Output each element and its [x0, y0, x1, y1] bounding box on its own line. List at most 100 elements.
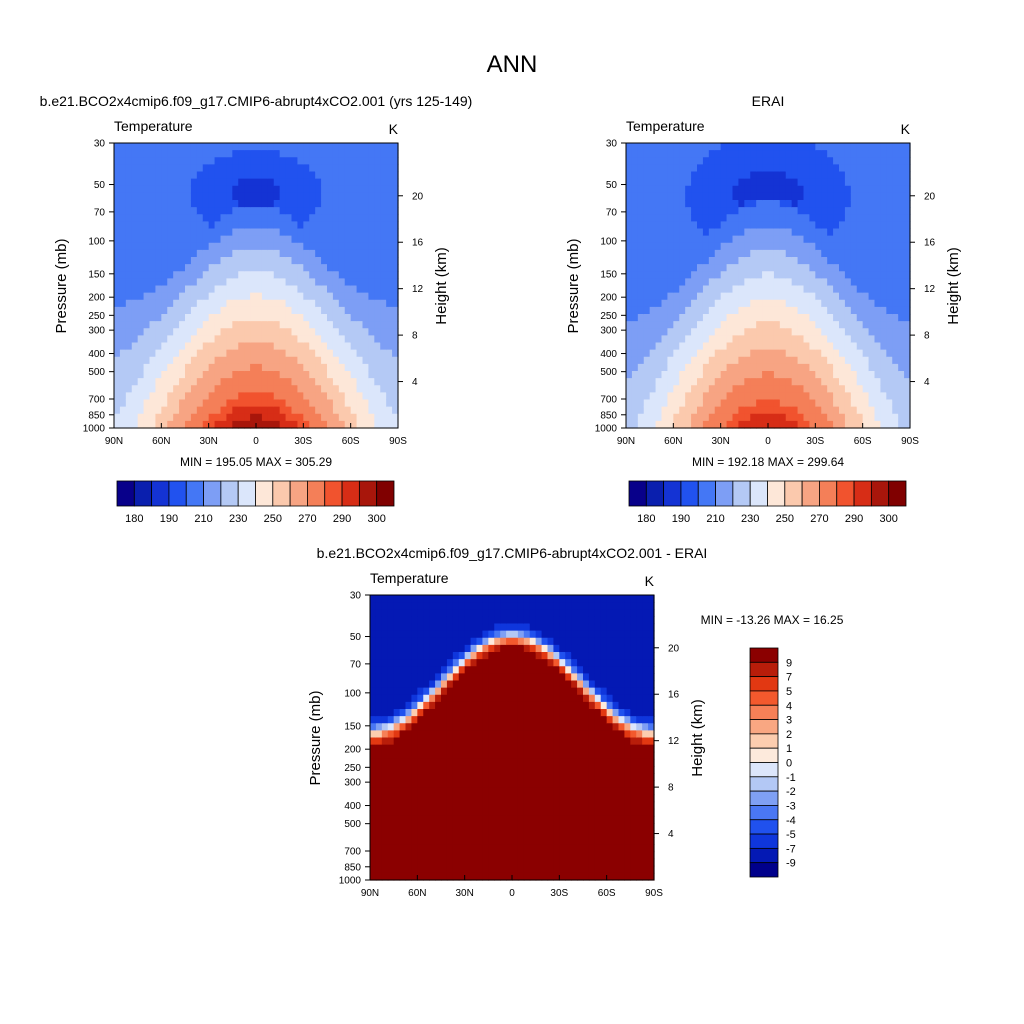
heatmap-cell [697, 406, 704, 415]
heatmap-cell [321, 299, 328, 308]
heatmap-cell [279, 328, 287, 336]
heatmap-cell [149, 292, 157, 301]
heatmap-cell [691, 306, 698, 315]
heatmap-cell [256, 150, 263, 158]
heatmap-cell [143, 157, 151, 165]
heatmap-cell [637, 356, 645, 365]
heatmap-cell [155, 150, 162, 158]
heatmap-cell [898, 164, 905, 173]
heatmap-cell [279, 164, 287, 173]
heatmap-cell [470, 837, 478, 845]
heatmap-cell [667, 399, 674, 408]
heatmap-cell [387, 780, 395, 788]
heatmap-cell [626, 271, 633, 279]
heatmap-cell [744, 235, 751, 244]
heatmap-cell [862, 406, 870, 415]
heatmap-cell [476, 723, 484, 731]
heatmap-cell [190, 378, 198, 386]
heatmap-cell [244, 349, 251, 358]
heatmap-cell [429, 694, 436, 703]
heatmap-cell [279, 321, 287, 329]
heatmap-cell [220, 406, 228, 415]
heatmap-cell [773, 406, 781, 415]
heatmap-cell [356, 150, 364, 158]
heatmap-cell [470, 773, 478, 781]
heatmap-cell [494, 694, 501, 703]
heatmap-cell [892, 335, 899, 344]
heatmap-cell [464, 787, 472, 796]
heatmap-cell [488, 808, 495, 817]
heatmap-cell [626, 278, 633, 287]
heatmap-cell [702, 399, 710, 408]
heatmap-cell [125, 228, 133, 237]
heatmap-cell [685, 271, 692, 279]
heatmap-cell [399, 595, 407, 603]
heatmap-cell [303, 185, 310, 194]
heatmap-cell [190, 363, 198, 372]
heatmap-cell [226, 335, 233, 344]
heatmap-cell [839, 406, 846, 415]
heatmap-cell [892, 157, 899, 165]
heatmap-cell [131, 157, 139, 165]
heatmap-cell [649, 335, 657, 344]
heatmap-cell [667, 257, 674, 265]
heatmap-cell [464, 644, 472, 653]
heatmap-cell [494, 709, 501, 717]
heatmap-cell [750, 399, 757, 408]
heatmap-cell [261, 242, 269, 251]
heatmap-cell [387, 609, 395, 617]
heatmap-cell [791, 363, 799, 372]
heatmap-cell [844, 285, 852, 294]
heatmap-cell [797, 178, 805, 187]
x-tick-label: 60N [152, 436, 170, 447]
panel-diff: b.e21.BCO2x4cmip6.f09_g17.CMIP6-abrupt4x… [307, 545, 844, 899]
colorbar-label: 230 [741, 513, 759, 525]
heatmap-cell [464, 623, 472, 632]
heatmap-cell [482, 616, 489, 625]
heatmap-cell [423, 709, 430, 717]
heatmap-cell [691, 413, 698, 422]
heatmap-cell [362, 185, 370, 194]
heatmap-cell [393, 680, 401, 689]
heatmap-cell [833, 221, 840, 230]
heatmap-cell [452, 844, 460, 853]
heatmap-cell [637, 306, 645, 315]
heatmap-cell [661, 306, 669, 315]
heatmap-cell [833, 207, 840, 215]
heatmap-cell [643, 264, 651, 272]
heatmap-cell [232, 342, 239, 351]
heatmap-cell [714, 242, 722, 251]
heatmap-cell [797, 349, 805, 358]
heatmap-cell [856, 363, 864, 372]
heatmap-cell [892, 235, 899, 244]
heatmap-cell [506, 673, 513, 682]
heatmap-cell [697, 157, 704, 165]
heatmap-cell [833, 164, 840, 173]
heatmap-cell [744, 150, 751, 158]
heatmap-cell [405, 830, 413, 838]
heatmap-cell [423, 609, 430, 617]
heatmap-cell [649, 299, 657, 308]
heatmap-cell [279, 214, 287, 222]
heatmap-cell [827, 335, 834, 344]
heatmap-cell [380, 335, 387, 344]
heatmap-cell [167, 335, 174, 344]
heatmap-cell [446, 595, 454, 603]
heatmap-cell [303, 242, 310, 251]
heatmap-cell [862, 157, 870, 165]
heatmap-cell [892, 399, 899, 408]
heatmap-cell [862, 228, 870, 237]
heatmap-cell [476, 780, 484, 788]
heatmap-cell [904, 150, 911, 158]
heatmap-cell [285, 171, 293, 180]
heatmap-cell [904, 321, 911, 329]
heatmap-cell [309, 321, 316, 329]
heatmap-cell [494, 858, 501, 867]
heatmap-cell [179, 399, 186, 408]
heatmap-cell [488, 758, 495, 767]
heatmap-cell [423, 673, 430, 682]
heatmap-cell [238, 420, 245, 429]
heatmap-cell [362, 328, 370, 336]
heatmap-cell [673, 257, 680, 265]
